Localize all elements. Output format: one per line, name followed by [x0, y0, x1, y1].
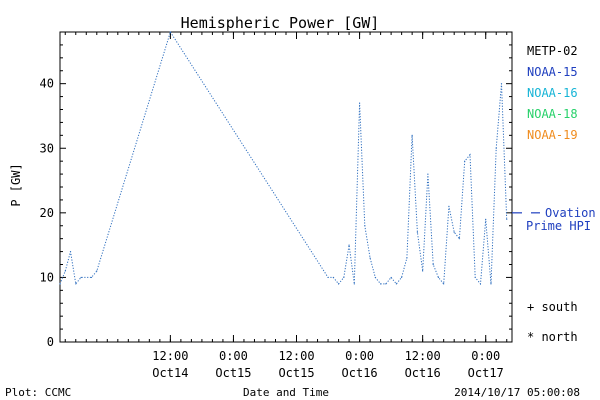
- series-noaa-18-point: [500, 83, 503, 85]
- series-noaa-18-point: [437, 276, 440, 279]
- x-tick-time: 0:00: [219, 349, 248, 363]
- y-axis-label: P [GW]: [9, 163, 23, 206]
- series-noaa-18-point: [464, 160, 466, 162]
- series-noaa-18-point: [422, 270, 424, 272]
- series-noaa-18-point: [506, 218, 508, 220]
- ovation-label-line2: Prime HPI: [526, 219, 591, 233]
- series-noaa-18-point: [380, 283, 382, 285]
- series-noaa-19-point: [69, 250, 72, 253]
- y-tick-label: 40: [40, 77, 54, 91]
- series-noaa-18-point: [427, 173, 429, 175]
- plot-timestamp: 2014/10/17 05:00:08: [454, 386, 580, 399]
- series-noaa-18-point: [327, 276, 329, 279]
- legend: METP-02 NOAA-15 NOAA-16 NOAA-18 NOAA-19: [527, 44, 578, 142]
- series-noaa-18-point: [353, 283, 355, 285]
- marker-legend: + south * north: [527, 300, 578, 344]
- series-noaa-18-point: [332, 276, 334, 279]
- x-tick-date: Oct15: [278, 366, 314, 380]
- series-noaa-19-point: [90, 276, 93, 279]
- series-noaa-18-point: [469, 154, 471, 156]
- data-series: [59, 31, 508, 286]
- series-noaa-18-point: [416, 231, 418, 233]
- series-noaa-18-point: [411, 134, 413, 136]
- y-tick-label: 10: [40, 270, 54, 284]
- x-tick-time: 12:00: [152, 349, 188, 363]
- chart-title: Hemispheric Power [GW]: [181, 14, 380, 32]
- series-noaa-18-point: [406, 257, 408, 259]
- series-noaa-18-point: [348, 244, 350, 246]
- series-noaa-18-point: [448, 205, 450, 207]
- series-noaa-18-point: [358, 102, 361, 104]
- series-noaa-18-point: [364, 225, 366, 227]
- x-tick-date: Oct16: [405, 366, 441, 380]
- x-tick-time: 12:00: [278, 349, 314, 363]
- series-noaa-18-point: [495, 147, 497, 149]
- series-noaa-18-point: [395, 283, 397, 285]
- series-noaa-19-point: [59, 283, 61, 285]
- marker-legend-north: * north: [527, 330, 578, 344]
- y-tick-label: 30: [40, 141, 54, 155]
- x-tick-date: Oct15: [215, 366, 251, 380]
- series-noaa-18-point: [401, 276, 403, 279]
- series-noaa-18-point: [485, 218, 487, 220]
- x-tick-date: Oct14: [152, 366, 188, 380]
- legend-entry-noaa-19: NOAA-19: [527, 128, 578, 142]
- legend-entry-noaa-16: NOAA-16: [527, 86, 578, 100]
- x-axis-label: Date and Time: [243, 386, 329, 399]
- plot-frame: [59, 31, 513, 343]
- series-noaa-18-point: [343, 276, 345, 279]
- series-noaa-18-point: [479, 283, 482, 285]
- legend-entry-noaa-15: NOAA-15: [527, 65, 578, 79]
- legend-entry-metp-02: METP-02: [527, 44, 578, 58]
- series-noaa-18-point: [474, 276, 476, 279]
- ovation-label-line1: Ovation: [545, 206, 596, 220]
- series-noaa-19-point: [64, 270, 66, 272]
- series-noaa-18-point: [458, 238, 461, 240]
- x-tick-time: 0:00: [471, 349, 500, 363]
- series-noaa-18-point: [490, 283, 492, 285]
- series-noaa-18-point: [385, 283, 387, 285]
- y-tick-label: 20: [40, 206, 54, 220]
- series-noaa-18-point: [432, 263, 434, 266]
- plot-credit: Plot: CCMC: [5, 386, 71, 399]
- x-ticks: 12:00 Oct14 0:00 Oct15 12:00 Oct15 0:00 Oct16 12…: [64, 32, 508, 380]
- series-noaa-18-point: [337, 283, 340, 285]
- x-tick-time: 12:00: [405, 349, 441, 363]
- series-noaa-18-point: [374, 276, 376, 279]
- series-noaa-18-point: [453, 231, 455, 233]
- series-noaa-19-point: [169, 31, 171, 33]
- x-tick-time: 0:00: [345, 349, 374, 363]
- series-noaa-18-point: [369, 257, 371, 259]
- series-noaa-19-point: [80, 276, 82, 279]
- series-noaa-19-line: [59, 31, 171, 286]
- y-tick-label: 0: [47, 335, 54, 349]
- series-noaa-19-point: [75, 283, 77, 285]
- y-ticks: 0 10 20 30 40: [40, 31, 512, 349]
- x-tick-date: Oct17: [468, 366, 504, 380]
- series-noaa-18-point: [443, 283, 445, 285]
- plot-axes: [59, 31, 513, 343]
- series-noaa-19-point: [96, 270, 98, 272]
- x-tick-date: Oct16: [342, 366, 378, 380]
- marker-legend-south: + south: [527, 300, 578, 314]
- series-noaa-18-line: [169, 31, 508, 286]
- legend-entry-noaa-18: NOAA-18: [527, 107, 578, 121]
- series-noaa-18-point: [390, 276, 392, 279]
